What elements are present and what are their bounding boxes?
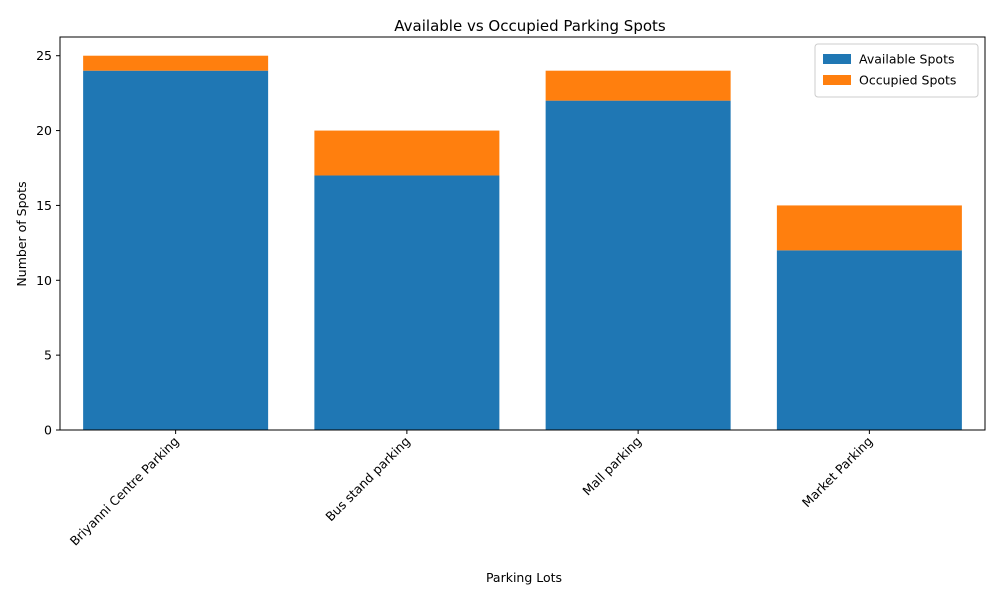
y-tick-label: 20 (36, 123, 52, 138)
bar-occupied-0 (83, 55, 269, 71)
y-axis-title: Number of Spots (14, 181, 29, 286)
y-tick-label: 25 (36, 48, 52, 63)
legend-label-available: Available Spots (859, 52, 954, 67)
bar-occupied-3 (776, 205, 962, 251)
y-axis: 0 5 10 15 20 25 (36, 48, 60, 438)
y-tick-label: 15 (36, 198, 52, 213)
x-tick-label: Mall parking (579, 434, 644, 499)
chart-title: Available vs Occupied Parking Spots (394, 17, 666, 35)
y-tick-label: 5 (44, 348, 52, 363)
x-tick-label: Market Parking (799, 434, 876, 511)
plot-frame (59, 36, 986, 431)
legend-box (814, 43, 979, 98)
legend: Available Spots Occupied Spots (814, 43, 979, 98)
bar-available-0 (83, 70, 269, 430)
legend-swatch-occupied (823, 75, 851, 85)
bars-layer (83, 55, 962, 430)
legend-swatch-available (823, 54, 851, 64)
x-tick-label: Briyanni Centre Parking (67, 434, 182, 549)
legend-label-occupied: Occupied Spots (859, 73, 956, 88)
bar-occupied-2 (545, 70, 731, 101)
bar-available-3 (776, 250, 962, 430)
x-tick-label: Bus stand parking (322, 434, 413, 525)
y-tick-label: 10 (36, 273, 52, 288)
x-axis: Briyanni Centre Parking Bus stand parking… (67, 430, 876, 549)
bar-available-2 (545, 100, 731, 430)
x-axis-title: Parking Lots (486, 570, 562, 585)
y-tick-label: 0 (44, 423, 52, 438)
bar-available-1 (314, 175, 500, 430)
bar-occupied-1 (314, 130, 500, 176)
